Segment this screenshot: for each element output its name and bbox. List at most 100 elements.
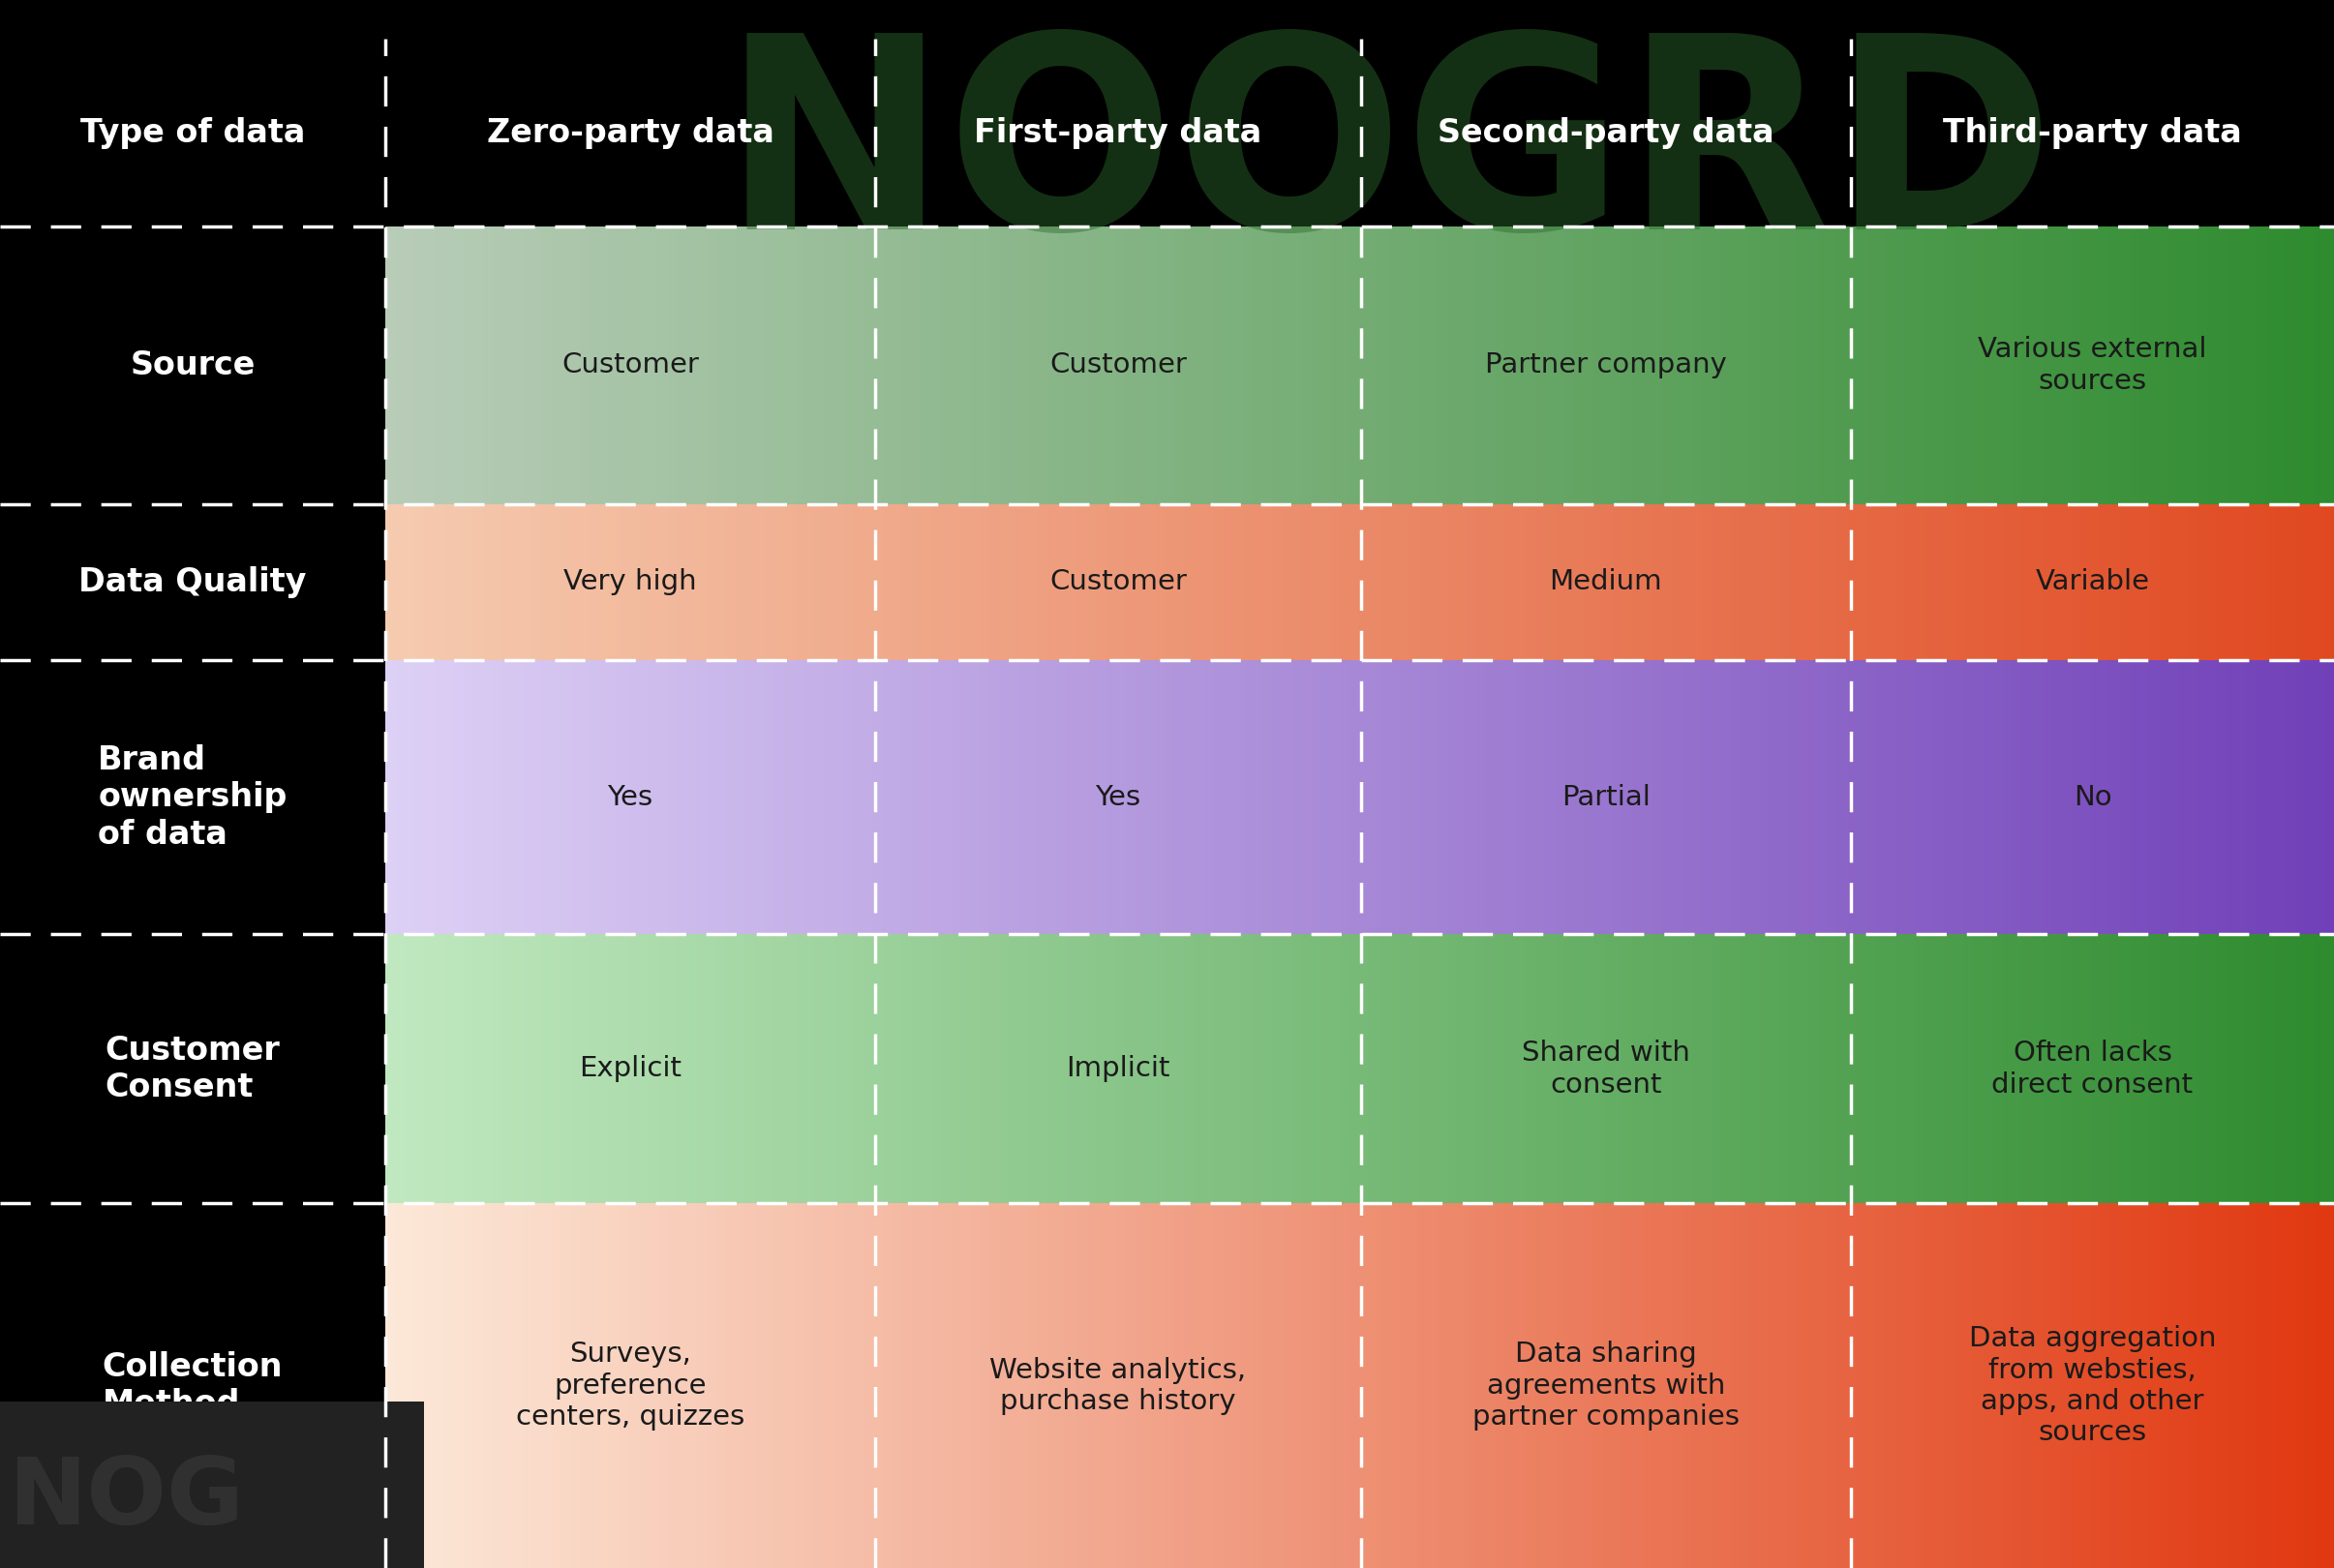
Bar bbox=[1505, 226, 1517, 503]
Bar bbox=[1253, 935, 1265, 1204]
Bar bbox=[2236, 660, 2248, 935]
Bar bbox=[1300, 935, 1314, 1204]
Bar bbox=[1466, 935, 1480, 1204]
Bar bbox=[2110, 1204, 2122, 1568]
Bar bbox=[1067, 503, 1078, 660]
Bar bbox=[1438, 226, 1449, 503]
Bar bbox=[520, 935, 534, 1204]
Bar bbox=[2052, 935, 2063, 1204]
Bar bbox=[1750, 226, 1762, 503]
Bar bbox=[1886, 1204, 1898, 1568]
Bar bbox=[794, 1204, 808, 1568]
Bar bbox=[1680, 660, 1692, 935]
Bar bbox=[1379, 226, 1391, 503]
Bar bbox=[1809, 226, 1821, 503]
Bar bbox=[1536, 935, 1547, 1204]
Bar bbox=[1905, 660, 1916, 935]
Bar bbox=[2315, 935, 2327, 1204]
Bar bbox=[833, 226, 845, 503]
Bar bbox=[882, 935, 894, 1204]
Bar bbox=[1370, 503, 1382, 660]
Bar bbox=[1039, 503, 1050, 660]
Bar bbox=[1631, 226, 1645, 503]
Bar bbox=[1594, 935, 1606, 1204]
Bar bbox=[560, 1204, 572, 1568]
Bar bbox=[1134, 503, 1148, 660]
Bar bbox=[1739, 1204, 1750, 1568]
Bar bbox=[1155, 226, 1167, 503]
Bar bbox=[990, 503, 1001, 660]
Bar bbox=[2033, 660, 2045, 935]
Bar bbox=[1760, 660, 1772, 935]
Bar bbox=[1097, 935, 1109, 1204]
Bar bbox=[1407, 660, 1421, 935]
Bar bbox=[2168, 935, 2180, 1204]
Bar bbox=[1456, 935, 1468, 1204]
Bar bbox=[1993, 503, 2005, 660]
Bar bbox=[1057, 503, 1069, 660]
Bar bbox=[1116, 503, 1127, 660]
Bar bbox=[2199, 1204, 2210, 1568]
Bar bbox=[1720, 503, 1732, 660]
Bar bbox=[2168, 1204, 2180, 1568]
Bar bbox=[668, 660, 679, 935]
Bar bbox=[2276, 226, 2287, 503]
Text: NOOGRD: NOOGRD bbox=[721, 25, 2056, 285]
Bar bbox=[1818, 935, 1830, 1204]
Bar bbox=[1993, 226, 2005, 503]
Bar bbox=[1729, 503, 1741, 660]
Bar bbox=[794, 226, 808, 503]
Bar bbox=[959, 660, 971, 935]
Bar bbox=[1039, 660, 1050, 935]
Bar bbox=[1379, 503, 1391, 660]
Bar bbox=[649, 503, 661, 660]
Bar bbox=[492, 226, 504, 503]
Bar bbox=[1564, 503, 1575, 660]
Bar bbox=[1263, 226, 1274, 503]
Text: Medium: Medium bbox=[1550, 569, 1662, 596]
Bar bbox=[1358, 503, 1372, 660]
Bar bbox=[1263, 503, 1274, 660]
Bar bbox=[1165, 660, 1176, 935]
Bar bbox=[2227, 226, 2238, 503]
Bar bbox=[453, 660, 464, 935]
Bar bbox=[415, 503, 427, 660]
Bar bbox=[385, 226, 397, 503]
Bar bbox=[1174, 660, 1186, 935]
Bar bbox=[990, 1204, 1001, 1568]
Bar bbox=[1846, 1204, 1858, 1568]
Bar bbox=[1312, 1204, 1323, 1568]
Bar bbox=[658, 226, 670, 503]
Bar bbox=[2325, 503, 2334, 660]
Bar bbox=[2012, 1204, 2024, 1568]
Bar bbox=[1281, 226, 1293, 503]
Bar bbox=[1204, 226, 1216, 503]
Bar bbox=[864, 503, 875, 660]
Bar bbox=[1321, 935, 1333, 1204]
Bar bbox=[1039, 1204, 1050, 1568]
Bar bbox=[1944, 503, 1956, 660]
Bar bbox=[2091, 935, 2103, 1204]
Bar bbox=[2033, 1204, 2045, 1568]
Bar bbox=[1349, 226, 1363, 503]
Bar bbox=[2129, 935, 2143, 1204]
Bar bbox=[1330, 660, 1342, 935]
Bar bbox=[1088, 226, 1099, 503]
Bar bbox=[1232, 503, 1244, 660]
Bar bbox=[1652, 226, 1664, 503]
Bar bbox=[1291, 1204, 1302, 1568]
Bar bbox=[2159, 660, 2171, 935]
Bar bbox=[1954, 503, 1965, 660]
Bar bbox=[2119, 503, 2131, 660]
Bar bbox=[2217, 1204, 2229, 1568]
Bar bbox=[1428, 1204, 1440, 1568]
Bar bbox=[1340, 226, 1351, 503]
Bar bbox=[1701, 1204, 1713, 1568]
Text: Data Quality: Data Quality bbox=[79, 566, 306, 597]
Bar bbox=[1496, 660, 1508, 935]
Bar bbox=[1407, 226, 1421, 503]
Bar bbox=[1711, 660, 1722, 935]
Bar bbox=[1379, 935, 1391, 1204]
Bar bbox=[1573, 1204, 1587, 1568]
Bar bbox=[640, 226, 651, 503]
